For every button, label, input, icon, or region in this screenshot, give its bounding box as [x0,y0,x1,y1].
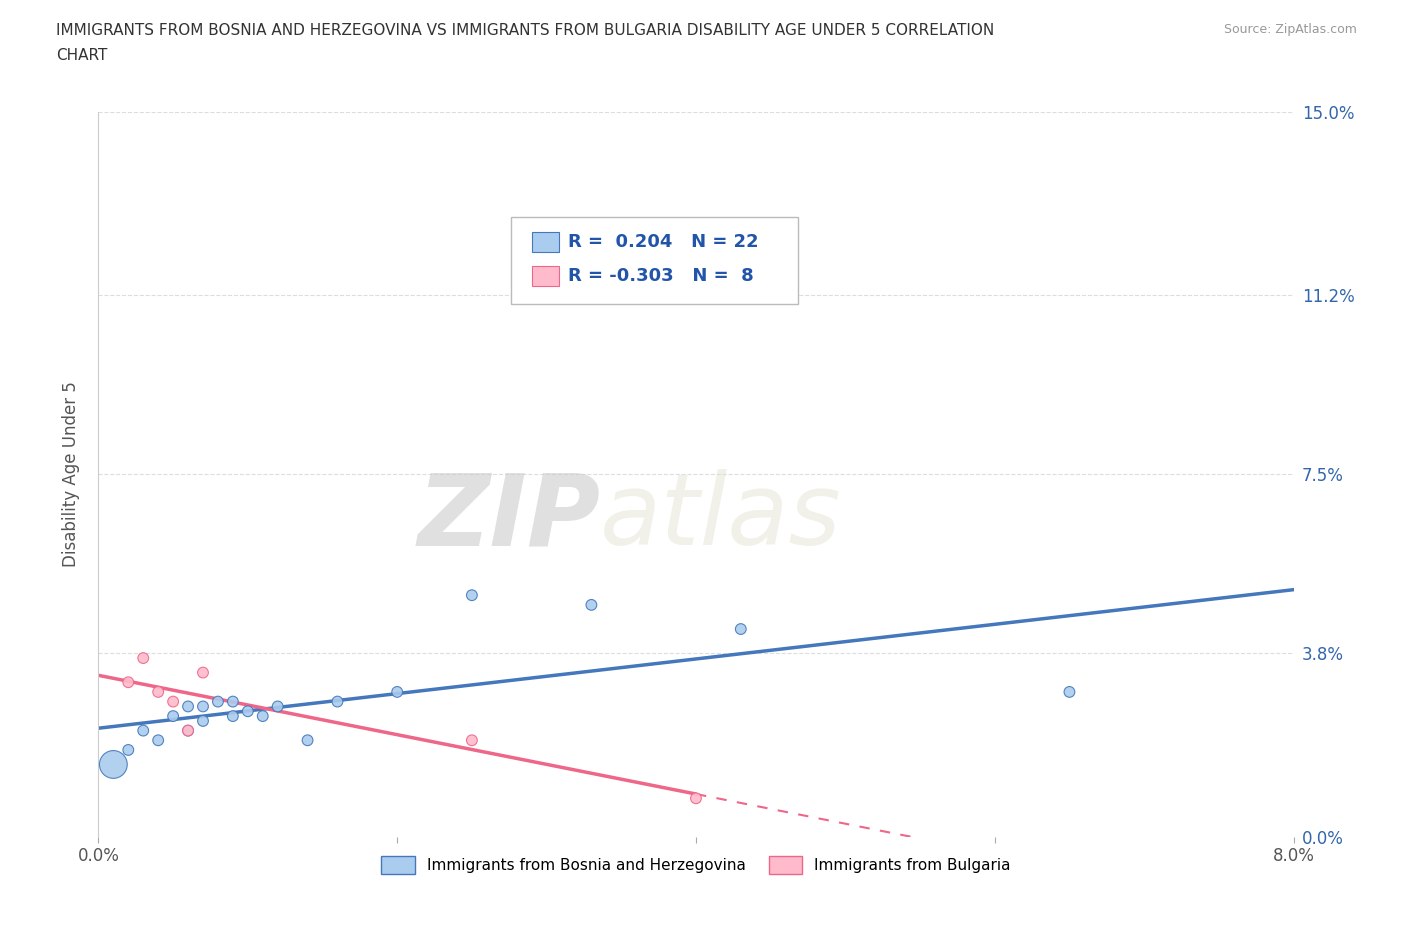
Point [685,790,707,805]
Point [117,742,139,757]
Point [222,694,245,709]
Point [1059,684,1081,699]
Point [132,651,155,666]
Point [236,704,259,719]
Point [148,684,170,699]
Point [117,675,139,690]
FancyBboxPatch shape [533,266,558,286]
Point [252,709,274,724]
Text: IMMIGRANTS FROM BOSNIA AND HERZEGOVINA VS IMMIGRANTS FROM BULGARIA DISABILITY AG: IMMIGRANTS FROM BOSNIA AND HERZEGOVINA V… [56,23,994,38]
Point [103,757,125,772]
Point [730,621,752,636]
Point [267,699,290,714]
Text: Source: ZipAtlas.com: Source: ZipAtlas.com [1223,23,1357,36]
Point [326,694,349,709]
Point [222,709,245,724]
Point [177,724,200,738]
Point [162,694,184,709]
Text: ZIP: ZIP [418,470,600,566]
Point [191,713,214,728]
Point [162,709,184,724]
Y-axis label: Disability Age Under 5: Disability Age Under 5 [62,381,80,567]
Text: atlas: atlas [600,470,842,566]
Point [132,724,155,738]
Point [177,699,200,714]
Point [191,699,214,714]
Text: R = -0.303   N =  8: R = -0.303 N = 8 [568,267,754,286]
Text: R =  0.204   N = 22: R = 0.204 N = 22 [568,233,759,251]
Point [461,588,484,603]
Point [148,733,170,748]
Point [385,684,409,699]
Text: CHART: CHART [56,48,108,63]
Point [177,724,200,738]
FancyBboxPatch shape [533,232,558,252]
Point [191,665,214,680]
Point [207,694,229,709]
FancyBboxPatch shape [510,217,797,304]
Point [581,597,603,612]
Point [297,733,319,748]
Legend: Immigrants from Bosnia and Herzegovina, Immigrants from Bulgaria: Immigrants from Bosnia and Herzegovina, … [375,850,1017,880]
Point [461,733,484,748]
